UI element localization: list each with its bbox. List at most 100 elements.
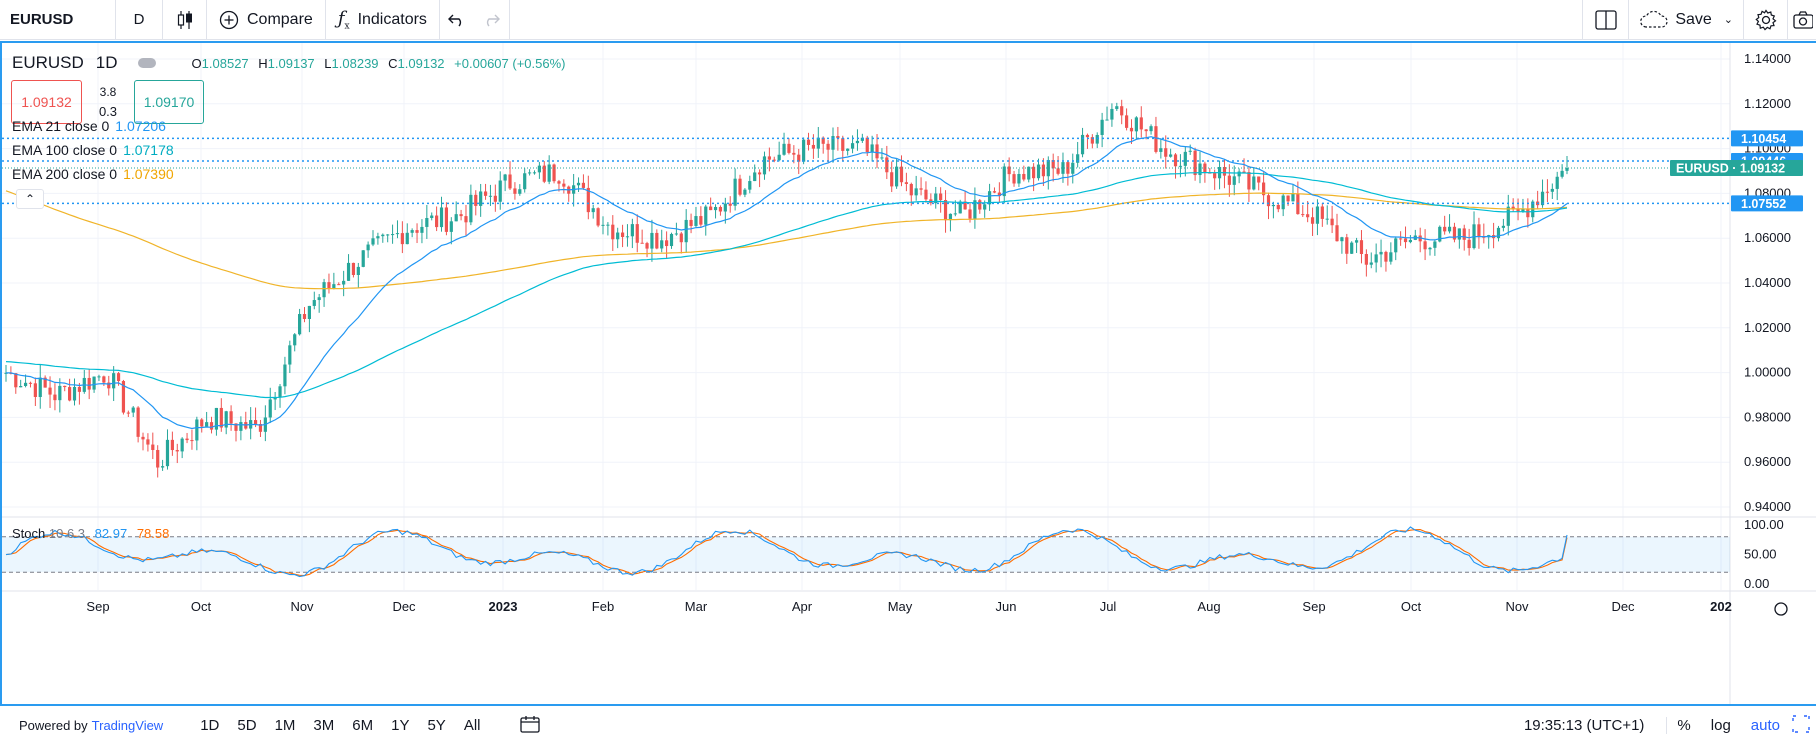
buy-button[interactable]: 1.09170	[134, 80, 204, 124]
legend-low: 1.08239	[331, 55, 379, 71]
range-5d[interactable]: 5D	[237, 717, 257, 734]
candle-body	[689, 219, 693, 226]
chart-pane[interactable]: 1.14000 1.12000 1.10000 1.08000 1.06000 1.040…	[0, 41, 1816, 706]
clock-timezone[interactable]: 19:35:13 (UTC+1)	[1523, 717, 1645, 734]
candle-body	[1423, 241, 1427, 250]
collapse-legend-button[interactable]: ⌃	[16, 189, 44, 209]
range-1y[interactable]: 1Y	[391, 717, 410, 734]
candle-body	[1183, 151, 1187, 166]
candle-body	[635, 224, 639, 243]
chart-type-button[interactable]	[163, 0, 207, 40]
candle-body	[1232, 176, 1236, 185]
ema-21-line	[6, 136, 1568, 430]
candle-body	[713, 206, 718, 211]
save-button[interactable]: Save ⌄	[1629, 0, 1744, 40]
candle-body	[136, 407, 140, 437]
tradingview-link[interactable]: TradingView	[91, 718, 164, 733]
goto-date-button[interactable]	[519, 715, 540, 736]
chart-canvas[interactable]: 1.140001.120001.100001.080001.060001.040…	[2, 43, 1816, 704]
candle-body	[317, 297, 321, 301]
legend-symbol[interactable]: EURUSD	[12, 53, 84, 72]
range-1m[interactable]: 1M	[274, 717, 296, 734]
candle-body	[542, 165, 546, 182]
candle-body	[601, 224, 605, 226]
candle-body	[425, 218, 429, 227]
candle-body	[1394, 238, 1398, 253]
undo-button[interactable]	[440, 0, 474, 40]
candle-body	[1071, 162, 1075, 174]
settings-button[interactable]	[1744, 0, 1788, 40]
candle-body	[405, 232, 409, 245]
candle-body	[381, 234, 385, 237]
candle-body	[229, 411, 233, 424]
compare-button[interactable]: Compare	[207, 0, 326, 40]
candle-body	[1408, 239, 1413, 243]
candle-body	[841, 138, 845, 151]
range-3m[interactable]: 3M	[313, 717, 335, 734]
candle-body	[200, 419, 204, 427]
candle-body	[1144, 129, 1148, 132]
ema-200-value: 1.07390	[123, 166, 174, 182]
ema-21-legend[interactable]: EMA 21 close 0 1.07206	[12, 118, 166, 134]
candle-body	[58, 385, 62, 401]
legend-interval[interactable]: 1D	[95, 53, 118, 72]
sell-button[interactable]: 1.09132	[11, 80, 82, 124]
candle-body	[298, 314, 302, 335]
candle-body	[1379, 251, 1383, 255]
auto-toggle[interactable]: auto	[1750, 717, 1780, 734]
range-6m[interactable]: 6M	[352, 717, 374, 734]
stoch-legend[interactable]: Stoch 10 6 3 82.97 78.58	[12, 526, 169, 541]
candle-body	[576, 182, 581, 186]
price-label-text: EURUSD · 1.09132	[1676, 162, 1785, 176]
candle-body	[518, 189, 522, 194]
symbol-search-button[interactable]: EURUSD	[0, 0, 116, 40]
redo-button[interactable]	[474, 0, 510, 40]
range-5y[interactable]: 5Y	[427, 717, 446, 734]
layout-button[interactable]	[1583, 0, 1630, 40]
bottom-toolbar: Powered by TradingView 1D 5D 1M 3M 6M 1Y …	[0, 708, 1816, 743]
candle-body	[591, 208, 595, 213]
candle-body	[48, 387, 52, 395]
candle-body	[1560, 170, 1564, 177]
chevron-down-icon[interactable]: ⌄	[1723, 14, 1733, 26]
candle-body	[435, 215, 439, 228]
ema-200-legend[interactable]: EMA 200 close 0 1.07390	[12, 166, 174, 182]
candle-body	[562, 183, 566, 187]
bottom-right-controls: 19:35:13 (UTC+1) % log auto	[1524, 708, 1816, 743]
candle-body	[356, 266, 360, 275]
candle-body	[992, 191, 997, 193]
candle-body	[102, 376, 106, 383]
candle-body	[806, 139, 811, 145]
powered-by-label: Powered by	[19, 718, 88, 733]
log-toggle[interactable]: log	[1710, 717, 1731, 734]
powered-by[interactable]: Powered by TradingView	[19, 718, 163, 733]
candle-body	[1550, 188, 1554, 192]
candle-body	[875, 144, 879, 159]
candle-body	[175, 450, 179, 452]
indicators-button[interactable]: ƒx Indicators	[326, 0, 440, 40]
candle-body	[1105, 119, 1109, 121]
candle-body	[1046, 160, 1050, 177]
range-all[interactable]: All	[463, 717, 481, 734]
price-tick-label: 1.06000	[1744, 230, 1791, 245]
range-1d[interactable]: 1D	[200, 717, 220, 734]
percent-toggle[interactable]: %	[1666, 717, 1700, 734]
candle-body	[1389, 252, 1393, 262]
fullscreen-icon[interactable]	[1790, 715, 1816, 736]
candle-body	[1526, 208, 1530, 218]
price-label-box	[1731, 130, 1803, 147]
candle-body	[821, 137, 825, 144]
candle-body	[811, 144, 816, 149]
candle-body	[684, 219, 688, 243]
candle-body	[1516, 208, 1520, 212]
ema-100-legend[interactable]: EMA 100 close 0 1.07178	[12, 142, 174, 158]
candle-body	[870, 144, 874, 153]
market-status-icon[interactable]	[137, 58, 156, 68]
interval-button[interactable]: D	[116, 0, 163, 40]
trade-buttons: 1.09132 3.8 0.3 1.09170	[11, 80, 204, 124]
snapshot-button[interactable]	[1788, 0, 1816, 40]
candle-body	[1438, 226, 1442, 242]
candle-body	[195, 419, 199, 441]
candle-body	[1198, 163, 1202, 176]
candle-body	[430, 215, 434, 219]
